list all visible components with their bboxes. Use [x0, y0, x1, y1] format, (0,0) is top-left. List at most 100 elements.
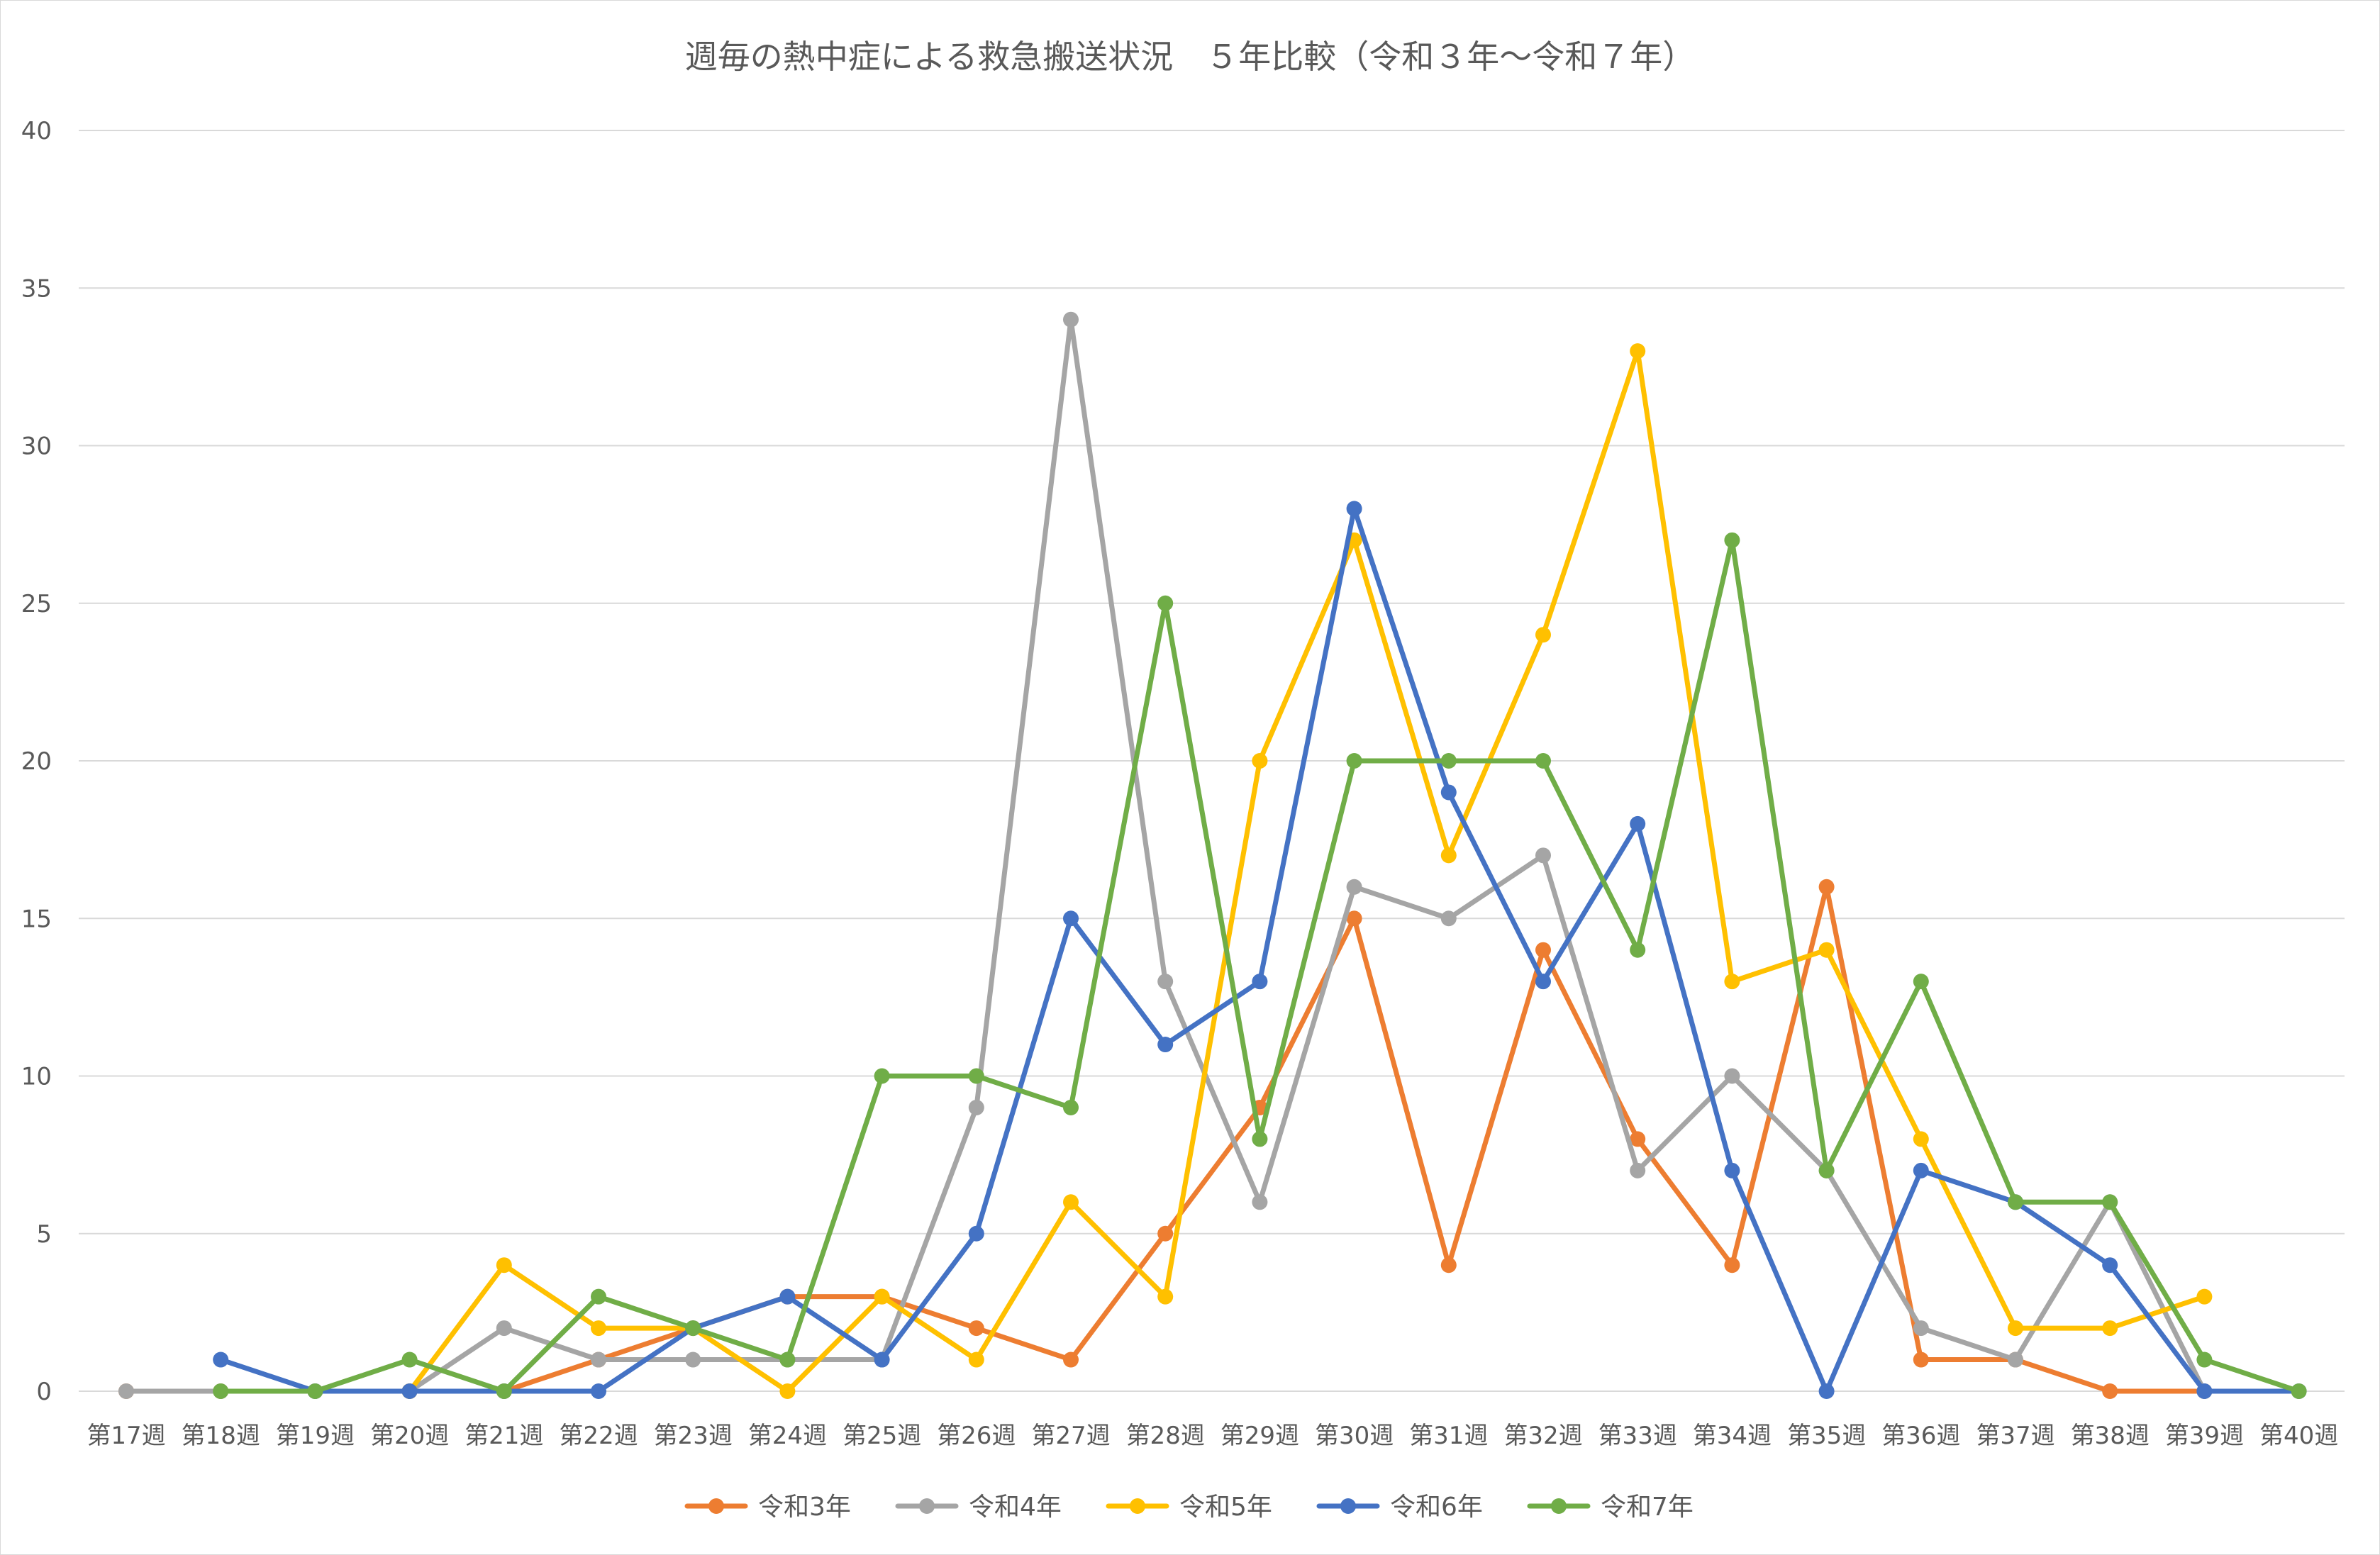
- x-tick-label: 第29週: [1220, 1422, 1299, 1450]
- x-tick-label: 第37週: [1976, 1422, 2054, 1450]
- data-point: [968, 1351, 984, 1368]
- data-point: [2008, 1351, 2023, 1368]
- y-tick-label: 5: [36, 1220, 52, 1249]
- x-tick-label: 第38週: [2071, 1422, 2150, 1450]
- data-point: [1724, 1068, 1740, 1084]
- series-4: [213, 501, 2307, 1399]
- legend-item: 令和6年: [1316, 1493, 1483, 1522]
- data-point: [1818, 879, 1835, 895]
- x-tick-label: 第30週: [1315, 1422, 1394, 1450]
- data-point: [779, 1288, 796, 1305]
- data-point: [2102, 1194, 2118, 1210]
- legend-label: 令和7年: [1601, 1493, 1694, 1522]
- data-point: [1630, 815, 1646, 832]
- x-tick-label: 第26週: [937, 1422, 1016, 1450]
- x-tick-label: 第19週: [276, 1422, 355, 1450]
- x-tick-label: 第40週: [2259, 1422, 2338, 1450]
- data-point: [1535, 974, 1551, 990]
- series-1: [118, 879, 2213, 1399]
- data-point: [1063, 1099, 1079, 1115]
- data-point: [496, 1383, 512, 1399]
- y-axis-ticks: 0 5 10 15 20 25 30 35 40: [21, 117, 52, 1406]
- x-tick-label: 第24週: [748, 1422, 827, 1450]
- data-point: [1063, 910, 1079, 927]
- data-point: [1535, 753, 1551, 769]
- data-point: [779, 1351, 796, 1368]
- series-line: [123, 884, 2207, 1394]
- data-point: [591, 1320, 606, 1337]
- data-point: [1913, 1131, 1929, 1147]
- data-point: [1630, 343, 1646, 360]
- data-point: [1252, 1131, 1268, 1147]
- legend-item: 令和3年: [684, 1493, 851, 1522]
- data-point: [1063, 311, 1079, 328]
- data-point: [213, 1351, 229, 1368]
- data-point: [968, 1225, 984, 1242]
- data-point: [968, 1320, 984, 1337]
- legend: 令和3年 令和4年 令和5年 令和6年 令和7年: [684, 1493, 1694, 1522]
- series-line: [218, 537, 2302, 1394]
- data-point: [1157, 1037, 1174, 1053]
- x-tick-label: 第25週: [843, 1422, 921, 1450]
- data-point: [1157, 595, 1174, 611]
- data-point: [1535, 847, 1551, 864]
- x-tick-label: 第17週: [87, 1422, 165, 1450]
- x-tick-label: 第27週: [1031, 1422, 1110, 1450]
- x-tick-label: 第23週: [654, 1422, 733, 1450]
- data-point: [2102, 1320, 2118, 1337]
- x-tick-label: 第36週: [1881, 1422, 1960, 1450]
- x-tick-label: 第21週: [465, 1422, 543, 1450]
- data-point: [1063, 1351, 1079, 1368]
- data-point: [307, 1383, 323, 1399]
- data-point: [2196, 1383, 2213, 1399]
- data-point: [2102, 1257, 2118, 1273]
- data-point: [2291, 1383, 2307, 1399]
- data-point: [1818, 1383, 1835, 1399]
- x-tick-label: 第34週: [1693, 1422, 1772, 1450]
- data-point: [1535, 942, 1551, 958]
- data-point: [1440, 784, 1457, 801]
- data-point: [779, 1383, 796, 1399]
- data-point: [401, 1351, 418, 1368]
- data-point: [401, 1383, 418, 1399]
- data-point: [1818, 942, 1835, 958]
- data-point: [1724, 974, 1740, 990]
- legend-swatch-marker: [1551, 1498, 1567, 1514]
- data-point: [685, 1320, 701, 1337]
- data-point: [1630, 1131, 1646, 1147]
- legend-item: 令和7年: [1527, 1493, 1694, 1522]
- data-point: [1440, 847, 1457, 864]
- y-tick-label: 30: [21, 433, 52, 461]
- data-point: [1252, 1194, 1268, 1210]
- series-3: [401, 343, 2213, 1399]
- data-point: [1063, 1194, 1079, 1210]
- data-point: [1252, 974, 1268, 990]
- data-point: [2196, 1288, 2213, 1305]
- series-line: [218, 506, 2302, 1394]
- legend-item: 令和5年: [1106, 1493, 1272, 1522]
- data-point: [1346, 753, 1362, 769]
- data-point: [1157, 1288, 1174, 1305]
- x-tick-label: 第31週: [1409, 1422, 1488, 1450]
- data-point: [2008, 1194, 2023, 1210]
- data-point: [968, 1068, 984, 1084]
- data-point: [1535, 627, 1551, 643]
- y-tick-label: 0: [36, 1378, 52, 1406]
- legend-swatch-marker: [1130, 1498, 1145, 1514]
- data-point: [1346, 501, 1362, 517]
- data-point: [591, 1383, 606, 1399]
- series-5: [213, 532, 2307, 1399]
- data-point: [2008, 1320, 2023, 1337]
- gridlines: [79, 130, 2345, 1392]
- x-tick-label: 第20週: [370, 1422, 449, 1450]
- data-point: [591, 1288, 606, 1305]
- y-tick-label: 40: [21, 117, 52, 145]
- data-point: [1818, 1162, 1835, 1178]
- x-tick-label: 第33週: [1598, 1422, 1677, 1450]
- data-point: [1252, 753, 1268, 769]
- data-point: [1630, 942, 1646, 958]
- data-point: [1913, 974, 1929, 990]
- data-point: [874, 1351, 890, 1368]
- legend-swatch-marker: [919, 1498, 935, 1514]
